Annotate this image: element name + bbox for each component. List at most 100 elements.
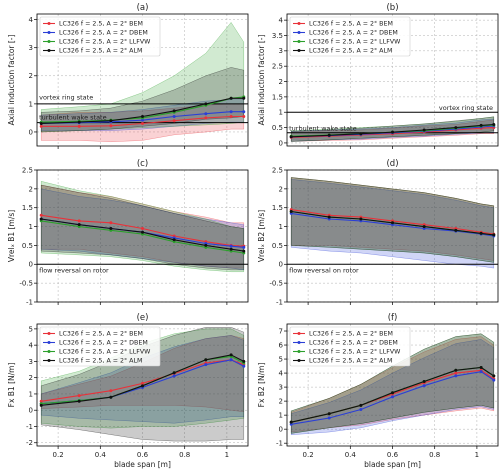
legend-marker-bem: [297, 332, 301, 335]
data-point-dbem: [454, 374, 458, 378]
panel-e: -2 -1 0 1 2 3 4 5 0.2 0.4 0.6 0.8 1 (e) Fx B1 [N/m] bla…: [7, 313, 249, 469]
data-point-alm: [454, 368, 458, 372]
x-tick-label: 0.6: [137, 451, 149, 459]
series-line-alm: [41, 97, 244, 125]
panel-f: -1 0 1 2 3 4 5 6 7 0.2 0.4 0.6 0.8 1 (f) Fx B2 [N/m] bla…: [257, 313, 499, 469]
legend-marker-bem: [47, 332, 51, 335]
x-tick-label: 0.6: [387, 451, 399, 459]
y-axis-label: Vrelₓ B1 [m/s]: [7, 210, 16, 262]
y-tick-label: 3.5: [272, 32, 283, 40]
series-line-dbem: [41, 111, 244, 125]
annotation: turbulent wake state: [289, 125, 357, 133]
data-point-dbem: [204, 363, 208, 367]
legend-entry-alm: LC326 f = 2.5, A = 2° ALM: [59, 47, 142, 55]
y-tick-label: 1: [29, 223, 33, 231]
y-tick-label: 0: [279, 139, 283, 147]
y-tick-label: 1: [279, 223, 283, 231]
data-point-alm: [327, 412, 331, 416]
series-line-dbem: [291, 212, 494, 237]
series-line-llfvw: [41, 220, 244, 254]
legend-entry-alm: LC326 f = 2.5, A = 2° ALM: [59, 357, 142, 365]
data-point-bem: [77, 124, 81, 128]
data-point-bem: [109, 221, 113, 225]
legend-entry-llfvw: LC326 f = 2.5, A = 2° LLFVW: [59, 38, 151, 46]
x-tick-label: 0.2: [53, 451, 64, 459]
y-tick-label: 3: [29, 358, 33, 366]
data-point-bem: [109, 389, 113, 393]
data-point-alm: [422, 225, 426, 229]
data-point-alm: [422, 128, 426, 132]
x-tick-label: 1: [475, 451, 479, 459]
data-point-alm: [479, 123, 483, 127]
data-point-dbem: [242, 364, 246, 368]
y-tick-label: 2.5: [22, 166, 33, 174]
y-tick-label: 0.5: [272, 242, 283, 250]
data-point-dbem: [242, 110, 246, 114]
data-point-dbem: [479, 370, 483, 374]
y-tick-label: 5: [29, 325, 33, 333]
legend-marker-alm: [47, 359, 51, 362]
legend-marker-llfvw: [297, 40, 301, 43]
data-point-alm: [172, 238, 176, 242]
legend-marker-dbem: [297, 341, 301, 344]
annotation: turbulent wake state: [39, 113, 107, 121]
y-tick-label: 3: [29, 44, 33, 52]
data-point-alm: [242, 359, 246, 363]
plot-area-e: [39, 327, 246, 442]
data-point-alm: [289, 420, 293, 424]
data-point-dbem: [141, 118, 144, 122]
x-tick-label: 0.2: [303, 451, 314, 459]
y-tick-label: 4: [279, 17, 284, 25]
y-tick-label: 7: [279, 327, 283, 335]
data-point-alm: [109, 395, 113, 399]
y-tick-label: 0: [29, 261, 33, 269]
data-point-alm: [479, 231, 483, 235]
data-point-dbem: [359, 408, 363, 412]
data-point-bem: [39, 124, 43, 128]
y-axis-label: Fx B1 [N/m]: [7, 363, 16, 408]
data-point-alm: [39, 217, 43, 221]
legend-marker-dbem: [47, 341, 51, 344]
y-tick-label: 2: [279, 78, 283, 86]
panel-title: (a): [137, 3, 149, 13]
data-point-bem: [242, 115, 246, 119]
legend-entry-llfvw: LC326 f = 2.5, A = 2° LLFVW: [309, 348, 401, 356]
panel-title: (e): [137, 313, 149, 323]
data-point-dbem: [422, 384, 426, 388]
annotation: flow reversal on rotor: [289, 267, 359, 275]
y-tick-label: -1: [26, 423, 33, 431]
data-point-bem: [77, 394, 81, 398]
annotation: flow reversal on rotor: [39, 267, 109, 275]
y-tick-label: -1: [276, 298, 283, 306]
band-bem: [290, 336, 495, 433]
y-tick-label: 2: [29, 185, 33, 193]
panel-title: (b): [386, 3, 398, 13]
data-point-bem: [204, 116, 208, 120]
data-point-bem: [141, 226, 144, 230]
legend-marker-llfvw: [47, 40, 51, 43]
y-tick-label: 0: [279, 261, 283, 269]
legend-entry-alm: LC326 f = 2.5, A = 2° ALM: [309, 47, 392, 55]
data-point-alm: [359, 403, 363, 407]
plot-area-d: [287, 177, 498, 269]
data-point-dbem: [172, 374, 176, 378]
data-point-alm: [327, 133, 331, 137]
plot-area-c: [37, 180, 248, 273]
data-point-alm: [229, 247, 233, 251]
series-line-alm: [291, 210, 494, 236]
legend-entry-dbem: LC326 f = 2.5, A = 2° DBEM: [309, 29, 398, 37]
legend-marker-alm: [297, 359, 301, 362]
y-tick-label: -1: [276, 440, 283, 448]
legend-entry-llfvw: LC326 f = 2.5, A = 2° LLFVW: [309, 38, 401, 46]
data-point-alm: [141, 384, 144, 388]
y-tick-label: 6: [279, 341, 284, 349]
data-point-alm: [492, 374, 496, 378]
data-point-dbem: [289, 422, 293, 426]
panel-a: vortex ring state turbulent wake state 0 1 2…: [7, 3, 249, 149]
annotation: vortex ring state: [439, 104, 493, 112]
data-point-dbem: [492, 378, 496, 382]
data-point-dbem: [327, 416, 331, 420]
data-point-alm: [204, 243, 208, 247]
